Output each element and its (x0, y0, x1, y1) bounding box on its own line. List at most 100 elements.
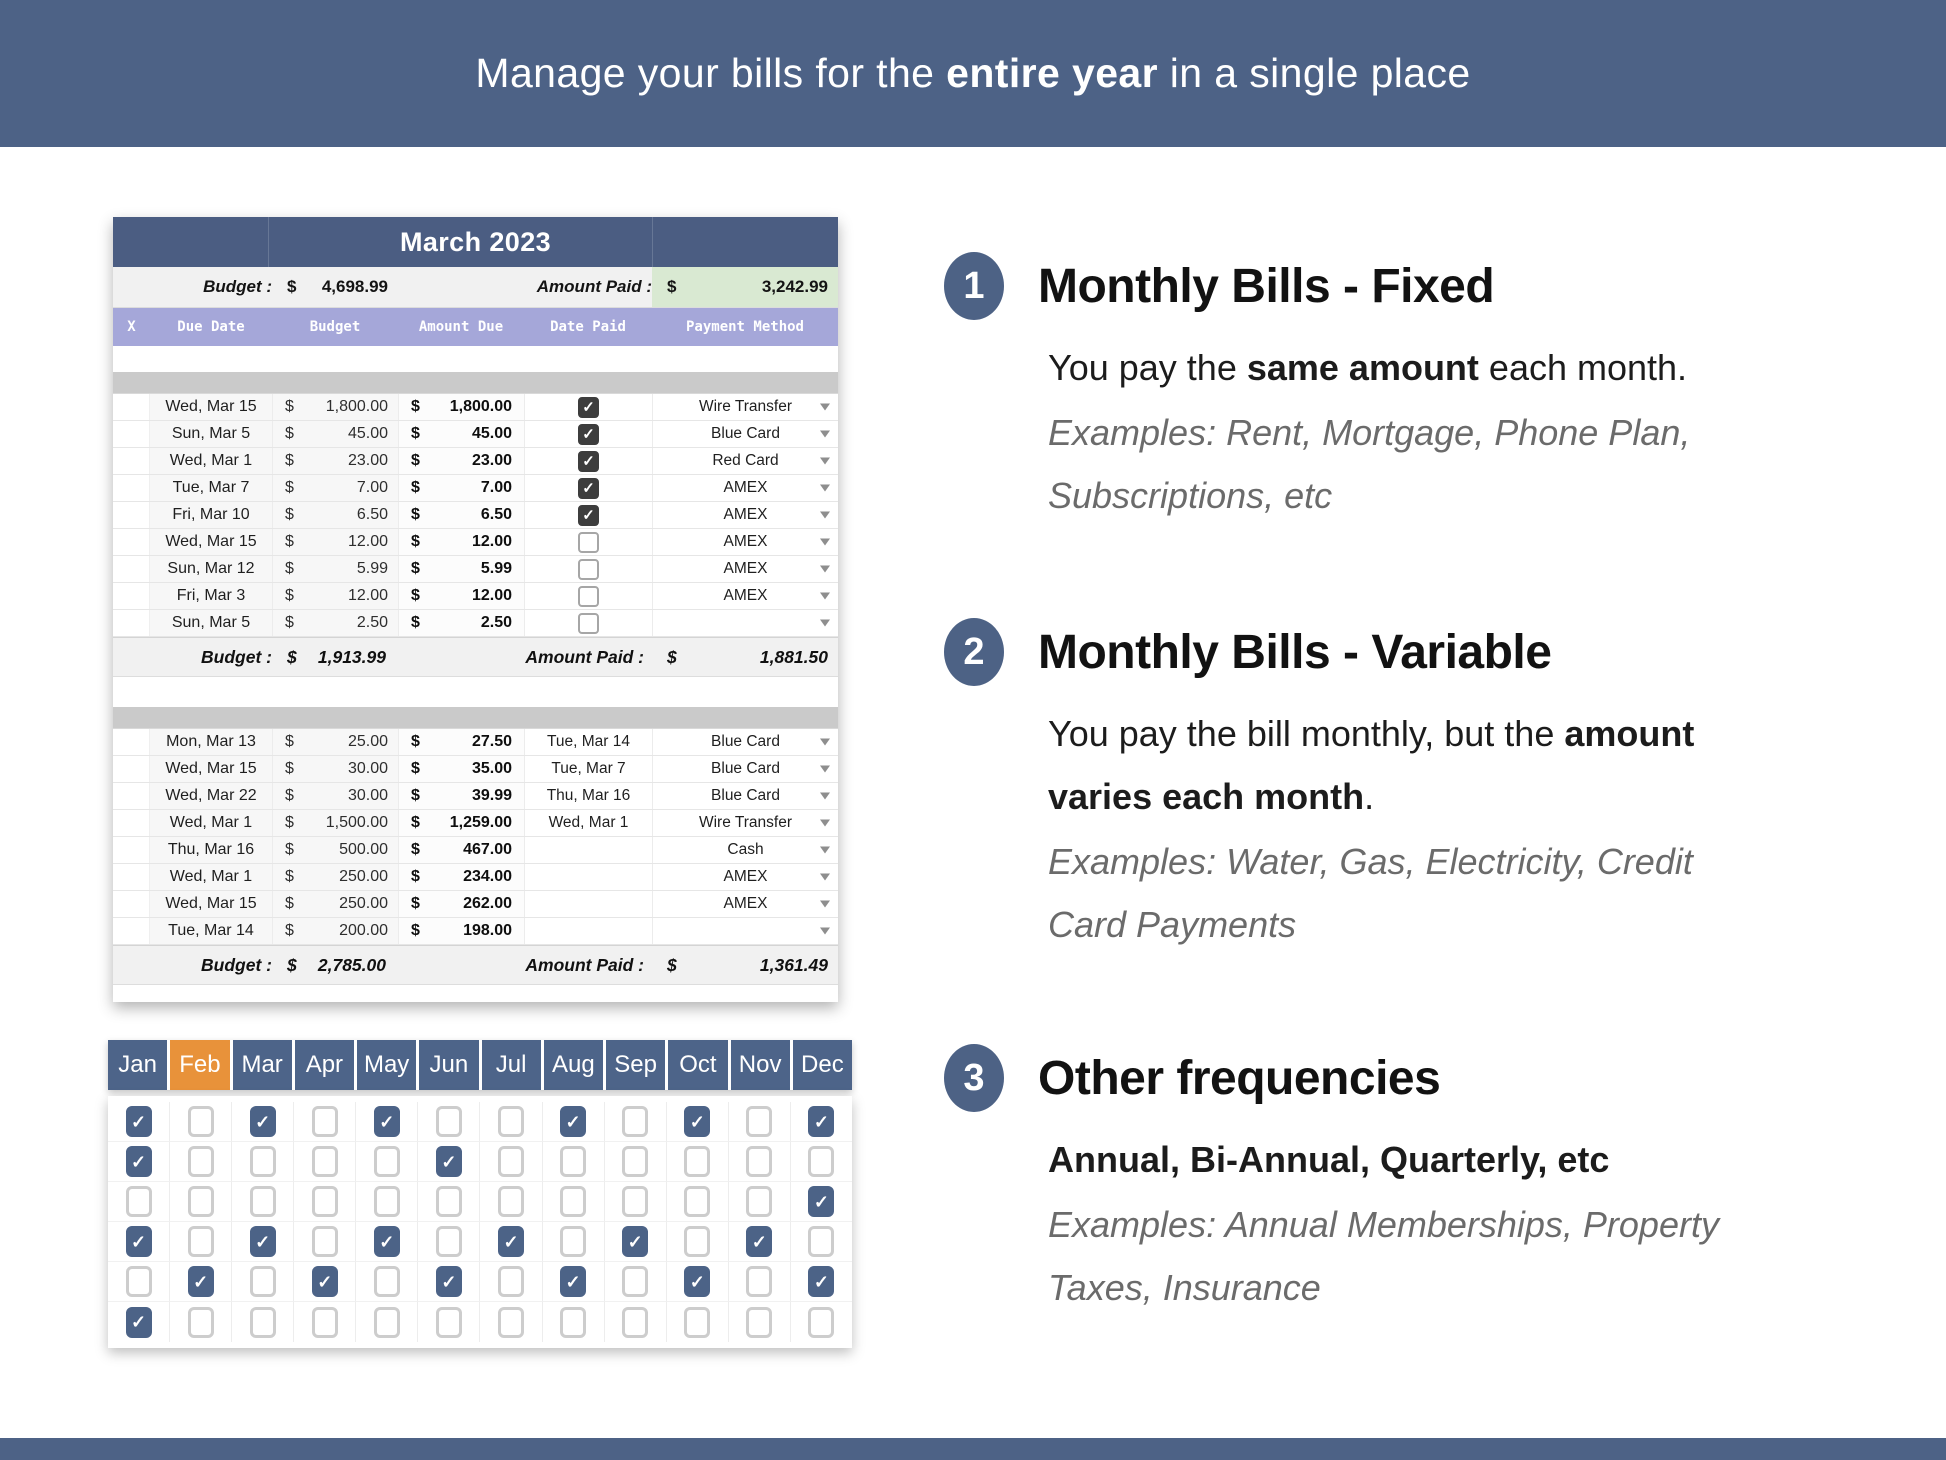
dropdown-arrow-icon[interactable] (820, 927, 830, 935)
dropdown-arrow-icon[interactable] (820, 511, 830, 519)
dropdown-arrow-icon[interactable] (820, 592, 830, 600)
month-paid-checkbox[interactable] (187, 1106, 214, 1137)
month-tab-jan[interactable]: Jan (108, 1040, 171, 1090)
dropdown-arrow-icon[interactable] (820, 457, 830, 465)
month-paid-checkbox[interactable] (311, 1146, 338, 1177)
month-paid-checkbox[interactable] (560, 1226, 587, 1257)
month-tab-aug[interactable]: Aug (543, 1040, 606, 1090)
month-paid-checkbox[interactable] (622, 1146, 649, 1177)
month-paid-checkbox[interactable] (684, 1186, 711, 1217)
month-paid-checkbox[interactable] (187, 1186, 214, 1217)
month-paid-checkbox[interactable] (311, 1106, 338, 1137)
paid-checkbox[interactable] (578, 558, 599, 580)
month-paid-checkbox[interactable] (498, 1146, 524, 1177)
month-paid-checkbox[interactable]: ✓ (808, 1106, 835, 1137)
month-paid-checkbox[interactable] (249, 1306, 276, 1338)
month-paid-checkbox[interactable] (435, 1226, 462, 1257)
dropdown-arrow-icon[interactable] (820, 792, 830, 800)
dropdown-arrow-icon[interactable] (820, 765, 830, 773)
dropdown-arrow-icon[interactable] (820, 738, 830, 746)
month-paid-checkbox[interactable]: ✓ (311, 1266, 338, 1297)
month-paid-checkbox[interactable] (187, 1146, 214, 1177)
month-paid-checkbox[interactable] (684, 1146, 711, 1177)
month-paid-checkbox[interactable] (125, 1186, 152, 1217)
dropdown-arrow-icon[interactable] (820, 565, 830, 573)
month-paid-checkbox[interactable]: ✓ (435, 1146, 462, 1177)
month-paid-checkbox[interactable] (187, 1306, 214, 1338)
month-paid-checkbox[interactable]: ✓ (125, 1106, 152, 1137)
month-paid-checkbox[interactable]: ✓ (808, 1266, 835, 1297)
month-paid-checkbox[interactable]: ✓ (498, 1226, 524, 1257)
paid-checkbox[interactable] (578, 612, 599, 634)
month-paid-checkbox[interactable] (435, 1186, 462, 1217)
month-tab-mar[interactable]: Mar (232, 1040, 295, 1090)
month-paid-checkbox[interactable]: ✓ (187, 1266, 214, 1297)
month-paid-checkbox[interactable] (249, 1146, 276, 1177)
month-paid-checkbox[interactable]: ✓ (684, 1266, 711, 1297)
month-paid-checkbox[interactable]: ✓ (684, 1106, 711, 1137)
month-tab-sep[interactable]: Sep (606, 1040, 669, 1090)
paid-checkbox[interactable]: ✓ (578, 396, 599, 418)
month-paid-checkbox[interactable]: ✓ (622, 1226, 649, 1257)
month-paid-checkbox[interactable] (746, 1146, 773, 1177)
month-paid-checkbox[interactable] (311, 1306, 338, 1338)
month-tab-oct[interactable]: Oct (668, 1040, 731, 1090)
month-paid-checkbox[interactable] (560, 1306, 587, 1338)
month-paid-checkbox[interactable] (622, 1106, 649, 1137)
month-paid-checkbox[interactable] (249, 1266, 276, 1297)
month-paid-checkbox[interactable] (560, 1186, 587, 1217)
month-paid-checkbox[interactable] (684, 1306, 711, 1338)
paid-checkbox[interactable]: ✓ (578, 477, 599, 499)
month-paid-checkbox[interactable]: ✓ (125, 1226, 152, 1257)
dropdown-arrow-icon[interactable] (820, 619, 830, 627)
dropdown-arrow-icon[interactable] (820, 900, 830, 908)
dropdown-arrow-icon[interactable] (820, 430, 830, 438)
month-paid-checkbox[interactable] (373, 1266, 400, 1297)
month-tab-feb[interactable]: Feb (170, 1040, 233, 1090)
paid-checkbox[interactable]: ✓ (578, 504, 599, 526)
month-paid-checkbox[interactable] (498, 1266, 524, 1297)
month-paid-checkbox[interactable] (249, 1186, 276, 1217)
month-tab-apr[interactable]: Apr (294, 1040, 357, 1090)
month-paid-checkbox[interactable] (187, 1226, 214, 1257)
month-tab-nov[interactable]: Nov (730, 1040, 793, 1090)
month-paid-checkbox[interactable]: ✓ (435, 1266, 462, 1297)
month-paid-checkbox[interactable] (435, 1306, 462, 1338)
month-paid-checkbox[interactable] (498, 1106, 524, 1137)
month-paid-checkbox[interactable] (622, 1306, 649, 1338)
month-paid-checkbox[interactable] (808, 1146, 835, 1177)
month-paid-checkbox[interactable] (498, 1306, 524, 1338)
paid-checkbox[interactable]: ✓ (578, 423, 599, 445)
month-paid-checkbox[interactable] (498, 1186, 524, 1217)
month-paid-checkbox[interactable] (560, 1146, 587, 1177)
paid-checkbox[interactable]: ✓ (578, 450, 599, 472)
month-paid-checkbox[interactable] (125, 1266, 152, 1297)
dropdown-arrow-icon[interactable] (820, 484, 830, 492)
month-paid-checkbox[interactable]: ✓ (249, 1106, 276, 1137)
month-paid-checkbox[interactable] (622, 1266, 649, 1297)
month-paid-checkbox[interactable] (373, 1186, 400, 1217)
month-paid-checkbox[interactable] (746, 1186, 773, 1217)
month-tab-jun[interactable]: Jun (419, 1040, 482, 1090)
month-tab-dec[interactable]: Dec (792, 1040, 852, 1090)
month-paid-checkbox[interactable] (808, 1226, 835, 1257)
month-paid-checkbox[interactable]: ✓ (125, 1306, 152, 1338)
month-paid-checkbox[interactable] (373, 1306, 400, 1338)
month-paid-checkbox[interactable] (435, 1106, 462, 1137)
month-paid-checkbox[interactable] (746, 1106, 773, 1137)
month-paid-checkbox[interactable] (746, 1266, 773, 1297)
month-paid-checkbox[interactable] (311, 1186, 338, 1217)
month-paid-checkbox[interactable]: ✓ (808, 1186, 835, 1217)
dropdown-arrow-icon[interactable] (820, 538, 830, 546)
month-paid-checkbox[interactable] (808, 1306, 835, 1338)
month-paid-checkbox[interactable] (311, 1226, 338, 1257)
month-paid-checkbox[interactable]: ✓ (249, 1226, 276, 1257)
dropdown-arrow-icon[interactable] (820, 873, 830, 881)
dropdown-arrow-icon[interactable] (820, 403, 830, 411)
month-paid-checkbox[interactable] (746, 1306, 773, 1338)
month-paid-checkbox[interactable] (622, 1186, 649, 1217)
month-paid-checkbox[interactable]: ✓ (373, 1106, 400, 1137)
month-paid-checkbox[interactable]: ✓ (746, 1226, 773, 1257)
month-tab-jul[interactable]: Jul (481, 1040, 544, 1090)
dropdown-arrow-icon[interactable] (820, 846, 830, 854)
